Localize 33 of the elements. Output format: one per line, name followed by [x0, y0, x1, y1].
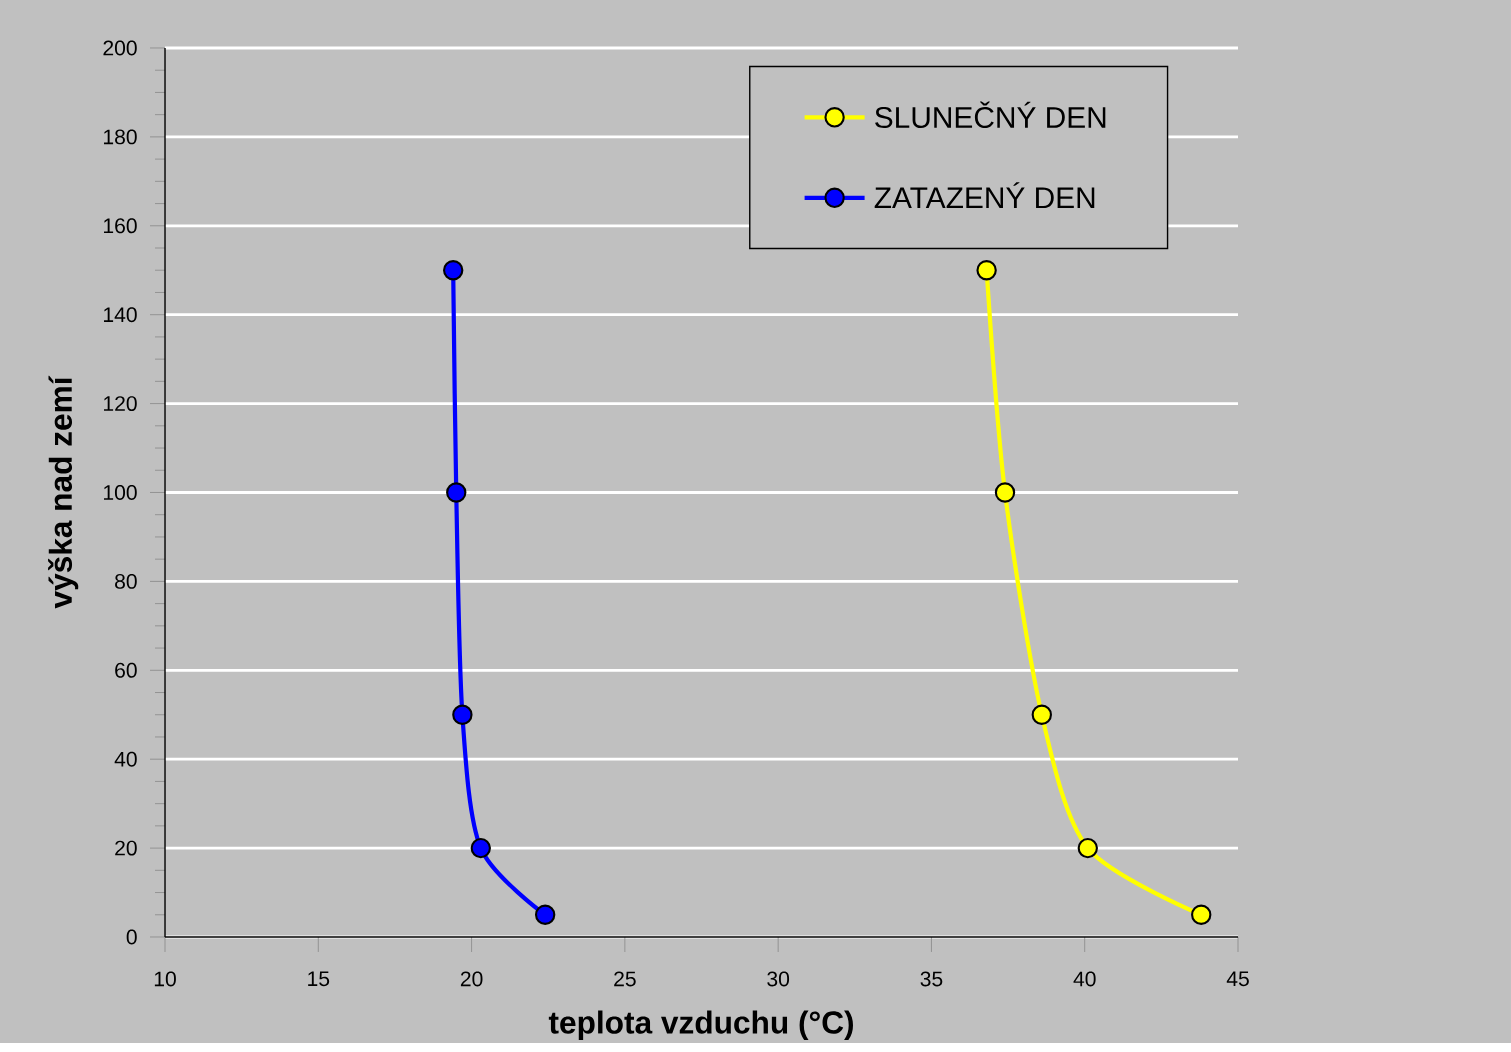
legend-label: SLUNEČNÝ DEN: [875, 101, 1106, 129]
point: [452, 704, 473, 726]
x-tick-label: 10: [154, 971, 176, 987]
x-tick-label: 35: [920, 971, 943, 987]
y-tick-label: 20: [115, 840, 137, 856]
y-tick-label: 80: [115, 574, 137, 590]
point: [446, 482, 467, 503]
y-tick-label: 100: [104, 485, 137, 501]
y-tick-label: 160: [104, 218, 137, 234]
y-tick-label: 60: [115, 662, 137, 678]
y-tick-label: 120: [104, 396, 137, 412]
point: [470, 838, 491, 859]
point: [534, 904, 556, 926]
point: [442, 260, 464, 281]
x-tick-label: 15: [308, 971, 330, 987]
point: [1031, 704, 1052, 726]
legend-label: ZATAZENÝ DEN: [874, 182, 1095, 209]
x-tick-label: 45: [1226, 971, 1249, 987]
y-tick-label: 200: [103, 40, 137, 56]
x-tick-label: 40: [1073, 971, 1096, 987]
x-tick-label: 25: [614, 971, 636, 987]
x-axis-title: teplota vzduchu (°C): [548, 1010, 853, 1041]
y-axis-title: výška nad zemí: [48, 375, 79, 609]
x-tick-label: 30: [767, 971, 790, 987]
y-tick-label: 140: [104, 307, 137, 323]
point: [976, 260, 997, 281]
x-tick-label: 20: [460, 971, 483, 987]
y-tick-label: 0: [126, 929, 137, 945]
point: [994, 482, 1016, 503]
point: [1077, 838, 1098, 859]
y-tick-label: 180: [104, 129, 137, 145]
y-tick-label: 40: [114, 751, 137, 767]
point: [1191, 904, 1212, 926]
